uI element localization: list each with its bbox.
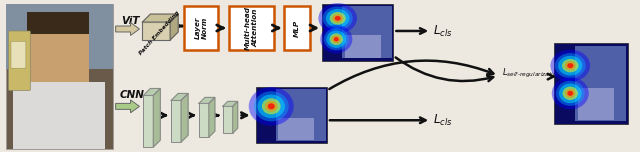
Polygon shape — [171, 93, 188, 100]
FancyBboxPatch shape — [255, 86, 327, 143]
Ellipse shape — [558, 56, 582, 76]
FancyBboxPatch shape — [13, 82, 105, 149]
Polygon shape — [143, 88, 160, 95]
FancyBboxPatch shape — [342, 6, 392, 59]
Polygon shape — [143, 14, 178, 22]
FancyBboxPatch shape — [11, 41, 26, 68]
Text: ViT: ViT — [122, 16, 140, 26]
Ellipse shape — [324, 28, 349, 50]
Text: Layer
Norm: Layer Norm — [195, 17, 207, 39]
FancyBboxPatch shape — [143, 22, 170, 40]
Text: Patch Embedding: Patch Embedding — [138, 10, 180, 56]
Ellipse shape — [335, 16, 340, 21]
Text: $\mathit{L}_{cls}$: $\mathit{L}_{cls}$ — [433, 113, 452, 128]
FancyBboxPatch shape — [28, 12, 89, 84]
Polygon shape — [199, 97, 215, 103]
Ellipse shape — [562, 59, 579, 72]
FancyBboxPatch shape — [322, 4, 394, 61]
Text: MLP: MLP — [294, 19, 300, 37]
Ellipse shape — [330, 12, 346, 25]
Ellipse shape — [332, 35, 340, 43]
FancyBboxPatch shape — [575, 46, 626, 121]
Polygon shape — [116, 22, 140, 35]
Ellipse shape — [550, 50, 590, 82]
FancyBboxPatch shape — [143, 95, 154, 147]
Ellipse shape — [323, 6, 353, 30]
FancyBboxPatch shape — [578, 88, 614, 120]
FancyBboxPatch shape — [345, 35, 381, 58]
Ellipse shape — [564, 61, 576, 70]
Ellipse shape — [330, 33, 343, 45]
Ellipse shape — [320, 25, 353, 54]
FancyBboxPatch shape — [278, 118, 314, 140]
Text: $\mathit{L}_{self\text{-} regularization}$: $\mathit{L}_{self\text{-} regularization… — [502, 67, 561, 80]
FancyBboxPatch shape — [275, 89, 326, 141]
Polygon shape — [116, 100, 140, 113]
Ellipse shape — [552, 77, 589, 109]
Ellipse shape — [268, 103, 275, 109]
Text: Multi-head
Attention: Multi-head Attention — [245, 6, 258, 50]
Ellipse shape — [265, 101, 278, 112]
Ellipse shape — [556, 81, 585, 106]
FancyBboxPatch shape — [554, 43, 628, 124]
Polygon shape — [154, 88, 160, 147]
Ellipse shape — [565, 89, 575, 98]
FancyBboxPatch shape — [199, 103, 209, 137]
Ellipse shape — [262, 98, 280, 114]
Ellipse shape — [555, 53, 586, 78]
Polygon shape — [170, 14, 178, 40]
Ellipse shape — [257, 95, 285, 118]
Text: $\mathit{L}_{cls}$: $\mathit{L}_{cls}$ — [433, 23, 452, 38]
Ellipse shape — [326, 31, 346, 48]
FancyBboxPatch shape — [171, 100, 181, 142]
Ellipse shape — [326, 9, 349, 28]
Polygon shape — [181, 93, 188, 142]
Ellipse shape — [568, 91, 573, 96]
Ellipse shape — [559, 83, 582, 103]
FancyBboxPatch shape — [223, 106, 233, 133]
FancyBboxPatch shape — [284, 6, 310, 50]
Text: CNN: CNN — [120, 90, 145, 100]
FancyBboxPatch shape — [228, 6, 275, 50]
Ellipse shape — [332, 14, 343, 22]
Ellipse shape — [334, 37, 339, 41]
Polygon shape — [223, 101, 237, 106]
Ellipse shape — [567, 63, 573, 68]
FancyBboxPatch shape — [6, 4, 113, 149]
FancyBboxPatch shape — [28, 12, 89, 34]
FancyBboxPatch shape — [184, 6, 218, 50]
FancyBboxPatch shape — [6, 4, 113, 69]
FancyBboxPatch shape — [8, 31, 30, 90]
Ellipse shape — [319, 3, 357, 34]
Ellipse shape — [253, 91, 289, 121]
Ellipse shape — [249, 87, 294, 126]
Polygon shape — [233, 101, 237, 133]
Polygon shape — [209, 97, 215, 137]
Ellipse shape — [563, 87, 578, 100]
